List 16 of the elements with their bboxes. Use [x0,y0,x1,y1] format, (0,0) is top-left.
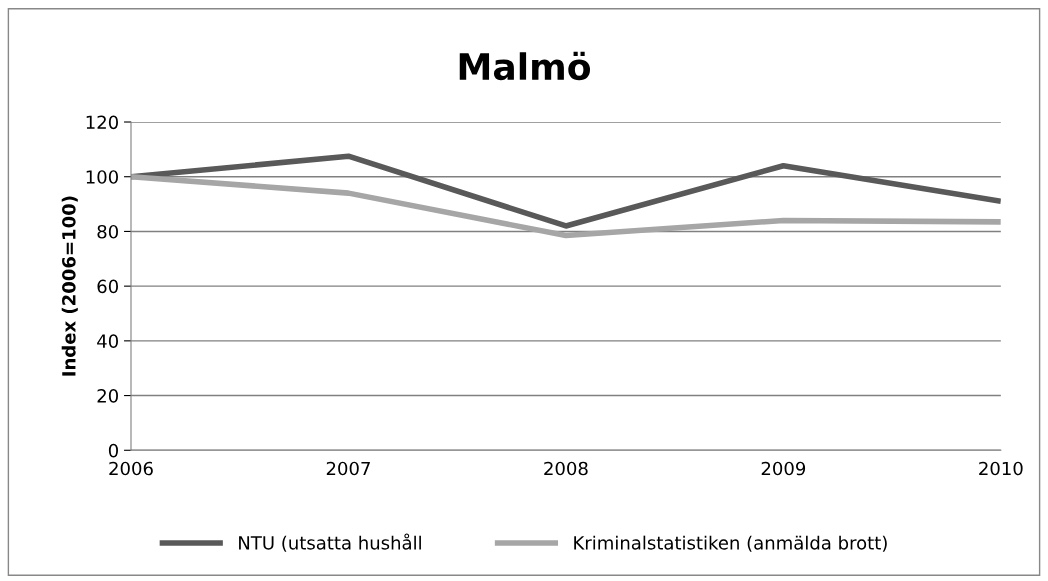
y-tick-label: 120 [86,115,118,130]
y-tick-label: 60 [97,279,118,294]
y-tick-label: 0 [108,443,118,458]
legend-label: Kriminalstatistiken (anmälda brott) [574,535,887,552]
x-tick-label: 2009 [761,461,806,476]
x-tick-label: 2006 [109,461,153,476]
x-tick-label: 2008 [544,461,588,476]
x-tick-label: 2010 [979,461,1023,476]
y-tick-label: 100 [86,170,118,184]
legend-label: NTU (utsatta hushåll [239,533,421,552]
y-tick-label: 20 [97,389,118,403]
y-axis-title: Index (2006=100) [61,196,78,376]
chart-title: Malmö [459,51,590,81]
y-tick-label: 80 [97,224,118,239]
y-tick-label: 40 [97,334,118,348]
x-tick-label: 2007 [326,461,370,476]
